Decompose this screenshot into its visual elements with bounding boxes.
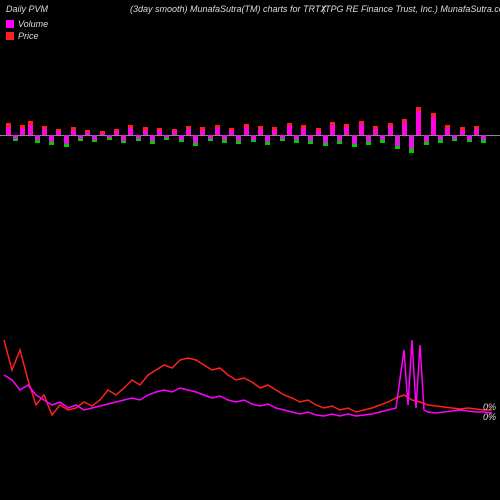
header-right: (TPG RE Finance Trust, Inc.) MunafaSutra… [322,4,500,14]
legend-label-price: Price [18,31,39,41]
volume-panel [0,90,500,180]
volume-overlay-bar [431,117,436,135]
volume-overlay-bar [402,122,407,135]
volume-overlay-bar [416,111,421,135]
volume-overlay-bar [42,129,47,135]
y-axis-label-2: 0% [483,412,496,422]
volume-overlay-bar [287,126,292,135]
volume-overlay-bar [121,135,126,141]
volume-overlay-bar [186,129,191,135]
volume-overlay-bar [28,125,33,135]
volume-overlay-bar [352,135,357,144]
price-line [4,340,492,416]
volume-overlay-bar [323,135,328,143]
volume-overlay-bar [71,130,76,135]
volume-overlay-bar [388,126,393,135]
volume-overlay-bar [215,128,220,135]
volume-overlay-bar [49,135,54,142]
volume-overlay-bar [64,135,69,144]
volume-overlay-bar [359,124,364,135]
volume-overlay-bar [85,132,90,135]
volume-overlay-bar [6,127,11,135]
volume-overlay-bar [13,135,18,139]
volume-overlay-bar [272,130,277,135]
volume-overlay-bar [308,135,313,141]
volume-overlay-bar [193,135,198,143]
chart-header: Daily PVM (3day smooth) MunafaSutra(TM) … [0,4,500,18]
volume-overlay-bar [164,135,169,138]
legend-swatch-volume [6,20,14,28]
volume-overlay-bar [409,135,414,149]
volume-overlay-bar [330,125,335,135]
volume-overlay-bar [380,135,385,140]
volume-overlay-bar [280,135,285,139]
y-axis-label-1: 0% [483,402,496,412]
volume-overlay-bar [452,135,457,139]
volume-overlay-bar [438,135,443,140]
volume-overlay-bar [460,130,465,135]
volume-overlay-bar [265,135,270,142]
legend-item-price: Price [6,30,48,42]
volume-overlay-bar [136,135,141,139]
volume-overlay-bar [56,131,61,135]
volume-overlay-bar [244,127,249,135]
legend-label-volume: Volume [18,19,48,29]
volume-overlay-bar [236,135,241,141]
volume-overlay-bar [373,129,378,135]
volume-overlay-bar [107,135,112,138]
price-line [4,340,492,415]
legend: Volume Price [6,18,48,42]
volume-overlay-bar [92,135,97,140]
volume-overlay-bar [172,131,177,135]
volume-overlay-bar [35,135,40,140]
header-center: (3day smooth) MunafaSutra(TM) charts for… [130,4,326,14]
legend-item-volume: Volume [6,18,48,30]
volume-overlay-bar [316,130,321,135]
volume-overlay-bar [20,128,25,135]
volume-overlay-bar [179,135,184,140]
volume-overlay-bar [258,129,263,135]
volume-overlay-bar [150,135,155,141]
volume-overlay-bar [222,135,227,140]
volume-overlay-bar [366,135,371,142]
volume-overlay-bar [143,130,148,135]
volume-overlay-bar [337,135,342,141]
volume-overlay-bar [474,129,479,135]
volume-overlay-bar [208,135,213,139]
volume-overlay-bar [395,135,400,146]
header-left: Daily PVM [6,4,48,14]
legend-swatch-price [6,32,14,40]
volume-overlay-bar [157,130,162,135]
volume-overlay-bar [114,131,119,135]
volume-overlay-bar [301,128,306,135]
volume-overlay-bar [128,128,133,135]
volume-overlay-bar [467,135,472,140]
volume-overlay-bar [294,135,299,140]
volume-overlay-bar [251,135,256,140]
volume-overlay-bar [445,128,450,135]
volume-overlay-bar [344,127,349,135]
volume-overlay-bar [100,133,105,135]
volume-overlay-bar [200,130,205,135]
price-lines-svg [0,230,500,470]
volume-overlay-bar [78,135,83,139]
price-panel: 0% 0% [0,230,500,470]
volume-overlay-bar [424,135,429,142]
volume-overlay-bar [481,135,486,140]
volume-overlay-bar [229,130,234,135]
